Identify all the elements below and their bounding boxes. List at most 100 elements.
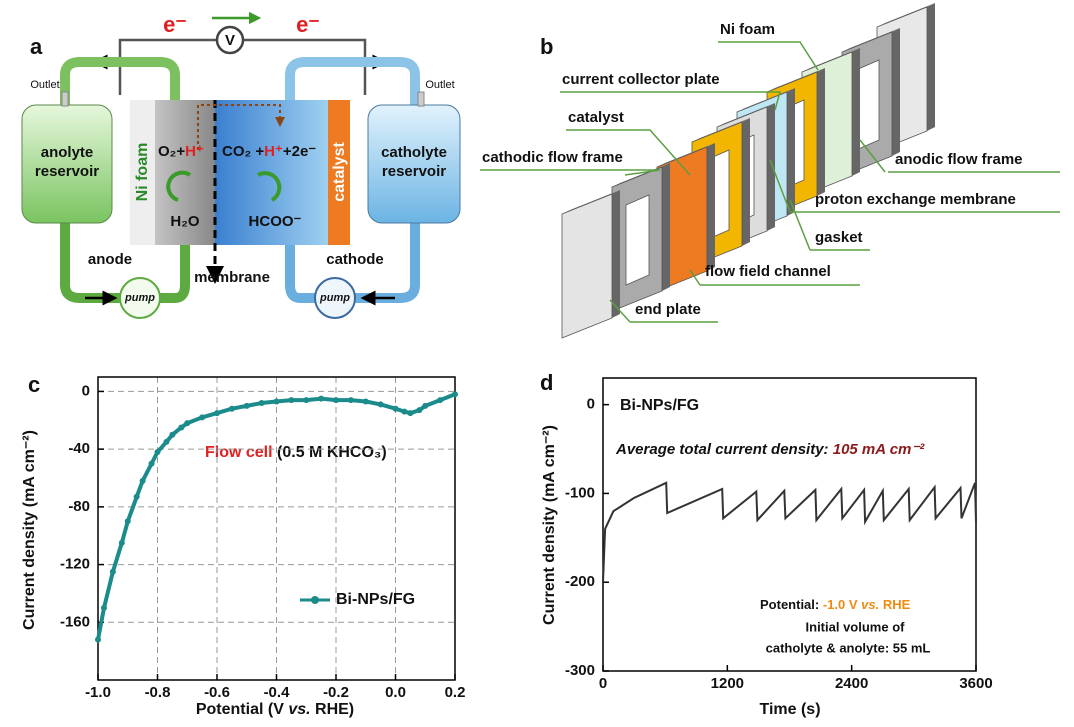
part-side: [892, 28, 900, 156]
marker: [407, 410, 414, 417]
x-axis-label: Time (s): [759, 701, 820, 718]
x-axis-label: Potential (V vs. RHE): [196, 701, 354, 718]
legend-label: Bi-NPs/FG: [336, 591, 415, 608]
y-tick-label: -160: [60, 613, 90, 630]
reservoir-label: reservoir: [35, 163, 99, 180]
chart-title: Bi-NPs/FG: [620, 397, 699, 414]
cycle-arrow: [257, 171, 282, 202]
part-label: current collector plate: [562, 71, 720, 88]
x-tick-label: 0.0: [385, 684, 406, 701]
marker: [163, 438, 170, 445]
marker: [139, 477, 146, 484]
marker: [318, 395, 325, 402]
panel-label: a: [30, 34, 43, 59]
anode-label: anode: [88, 251, 132, 268]
electron: e⁻: [296, 12, 320, 37]
membrane-label: membrane: [194, 269, 270, 286]
y-tick-label: -300: [565, 662, 595, 679]
part-side: [852, 48, 860, 176]
annotation: Flow cell (0.5 M KHCO₃): [205, 444, 387, 461]
proton-path: [197, 104, 285, 150]
panel-label: c: [28, 372, 40, 397]
tube: [285, 57, 420, 105]
x-tick-label: -0.4: [264, 684, 291, 701]
part-side: [612, 190, 620, 318]
marker: [228, 405, 235, 412]
x-tick-label: -0.2: [323, 684, 349, 701]
part-label: gasket: [815, 229, 863, 246]
legend-marker: [311, 596, 319, 604]
part-label: flow field channel: [705, 263, 831, 280]
part-side: [662, 163, 670, 291]
part-label: Ni foam: [720, 21, 775, 38]
outlet: [417, 91, 425, 107]
cycle-arrow: [166, 170, 192, 202]
marker: [133, 493, 140, 500]
marker: [95, 636, 101, 643]
y-tick-label: 0: [82, 382, 90, 399]
reservoir-label: anolyte: [41, 144, 94, 161]
marker: [184, 420, 191, 427]
catholyte-reservoir: [367, 104, 461, 224]
outlet: [61, 91, 69, 107]
panel-b: b Ni foam current collector plate cataly…: [480, 3, 1060, 339]
marker: [392, 405, 399, 412]
part-side: [767, 103, 775, 231]
pump: [119, 277, 161, 319]
marker: [416, 407, 423, 414]
annotation: Average total current density: 105 mA cm…: [615, 441, 925, 458]
marker: [401, 408, 408, 415]
marker: [422, 402, 429, 409]
cathode-product: HCOO⁻: [249, 213, 302, 230]
part-label: proton exchange membrane: [815, 191, 1016, 208]
marker: [347, 397, 354, 404]
x-tick-label: -0.6: [204, 684, 230, 701]
marker: [452, 391, 458, 398]
y-tick-label: -120: [60, 556, 90, 573]
part-label: end plate: [635, 301, 701, 318]
ni-foam: [130, 100, 155, 245]
marker: [377, 401, 384, 408]
panel-a: a V e⁻ e⁻ anolyte reservoir catholyte re…: [21, 11, 461, 319]
catalyst-label: catalyst: [331, 142, 348, 202]
marker: [258, 399, 265, 406]
ni-foam-label: Ni foam: [134, 143, 151, 202]
marker: [214, 410, 220, 417]
annotation: Potential: -1.0 V vs. RHE: [760, 597, 911, 612]
pump-label: pump: [319, 292, 350, 304]
marker: [148, 460, 155, 467]
x-tick-label: -0.8: [145, 684, 171, 701]
pump: [314, 277, 356, 319]
marker: [169, 431, 176, 438]
reservoir-label: catholyte: [381, 144, 447, 161]
marker: [178, 424, 185, 431]
x-tick-label: 3600: [959, 675, 992, 692]
marker: [288, 397, 295, 404]
marker: [118, 539, 125, 546]
part-label: catalyst: [568, 109, 624, 126]
marker: [273, 398, 280, 405]
part-side: [927, 3, 935, 131]
part-side: [817, 68, 825, 196]
marker: [124, 518, 131, 525]
pump-label: pump: [124, 292, 155, 304]
tube: [60, 57, 180, 105]
voltmeter: [215, 25, 245, 55]
voltmeter-label: V: [225, 32, 235, 49]
part-side: [707, 143, 715, 271]
part: [561, 193, 613, 339]
x-tick-label: 0: [599, 675, 607, 692]
leader-lines: [480, 41, 1060, 323]
electron: e⁻: [163, 12, 187, 37]
x-tick-label: 1200: [711, 675, 744, 692]
tube: [60, 220, 190, 303]
catalyst-layer: [328, 100, 350, 245]
panel-label: b: [540, 34, 553, 59]
anode-reaction: O₂+H⁺: [158, 143, 204, 160]
x-tick-label: 0.2: [445, 684, 466, 701]
cathode-label: cathode: [326, 251, 384, 268]
marker: [362, 398, 369, 405]
cathode-reaction: CO₂ +H⁺+2e⁻: [222, 143, 316, 160]
annotation: Initial volume of: [806, 619, 906, 634]
